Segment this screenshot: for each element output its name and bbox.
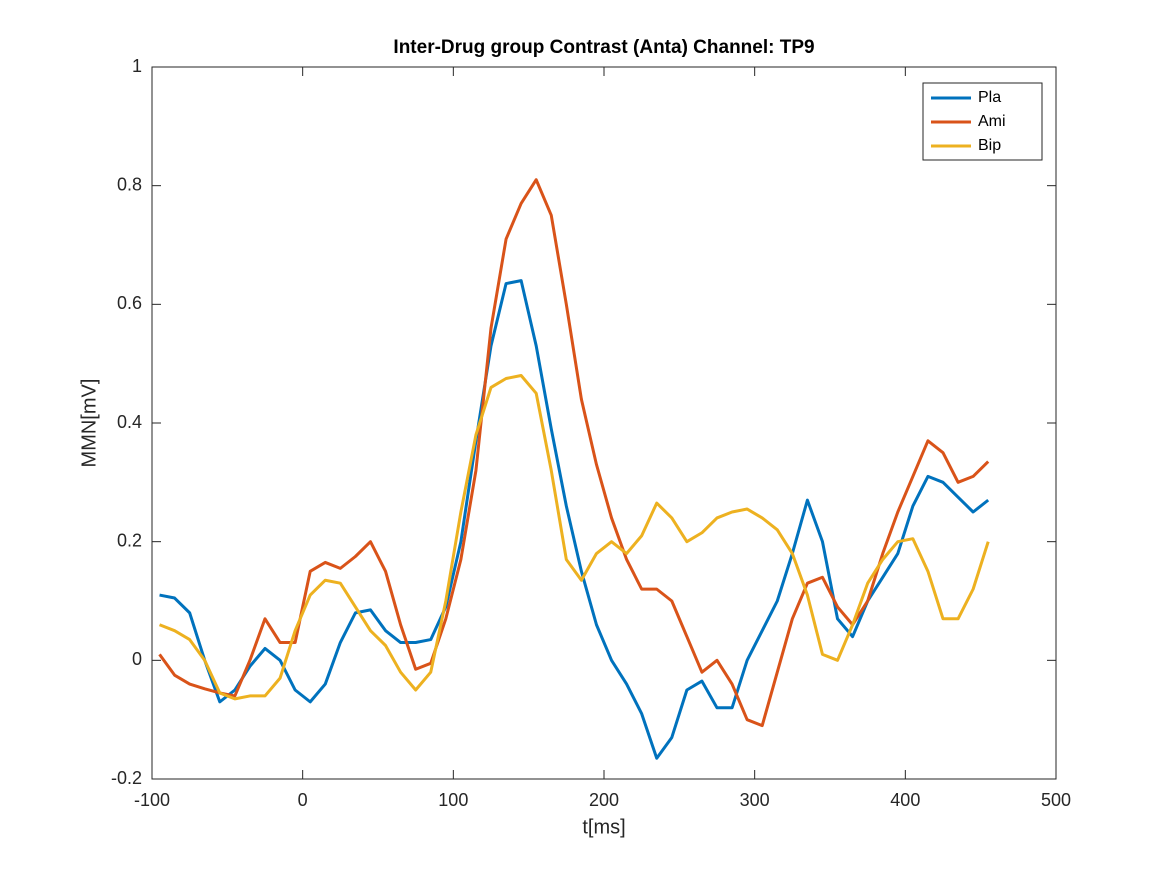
chart-title: Inter-Drug group Contrast (Anta) Channel… [393, 37, 814, 58]
y-tick-label: 0 [132, 649, 142, 669]
x-tick-label: -100 [134, 790, 170, 810]
y-tick-label: 0.4 [117, 412, 142, 432]
y-tick-label: 0.6 [117, 293, 142, 313]
x-tick-label: 0 [298, 790, 308, 810]
y-tick-label: 1 [132, 56, 142, 76]
y-tick-label: 0.2 [117, 530, 142, 550]
x-tick-label: 300 [740, 790, 770, 810]
line-series [158, 178, 990, 728]
y-tick-label: -0.2 [111, 768, 142, 788]
legend-label: Pla [978, 89, 1001, 106]
plot-frame [151, 66, 1057, 780]
legend-label: Bip [978, 137, 1001, 154]
x-tick-label: 500 [1041, 790, 1071, 810]
x-tick-label: 100 [438, 790, 468, 810]
x-tick-label: 200 [589, 790, 619, 810]
line-series [158, 374, 990, 701]
y-tick-label: 0.8 [117, 174, 142, 194]
x-tick-label: 400 [890, 790, 920, 810]
y-axis-label: MMN[mV] [78, 379, 100, 468]
x-axis-label: t[ms] [582, 816, 625, 838]
legend-label: Ami [978, 113, 1006, 130]
